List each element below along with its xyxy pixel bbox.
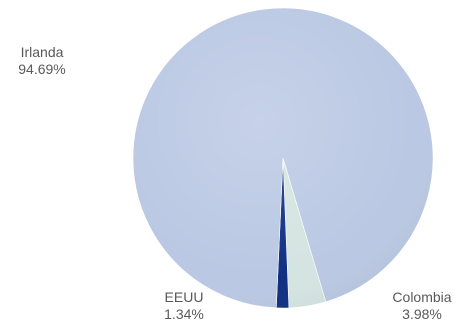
- slice-percent-colombia: 3.98%: [402, 306, 442, 322]
- slice-label-eeuu: EEUU 1.34%: [164, 289, 204, 322]
- slice-percent-eeuu: 1.34%: [164, 306, 204, 322]
- slice-category-colombia: Colombia: [392, 289, 451, 305]
- slice-label-colombia: Colombia 3.98%: [392, 289, 451, 322]
- slice-category-irlanda: Irlanda: [21, 44, 64, 60]
- pie-slices: [133, 8, 433, 308]
- slice-category-eeuu: EEUU: [165, 289, 204, 305]
- slice-percent-irlanda: 94.69%: [18, 61, 65, 77]
- slice-label-irlanda: Irlanda 94.69%: [18, 44, 65, 77]
